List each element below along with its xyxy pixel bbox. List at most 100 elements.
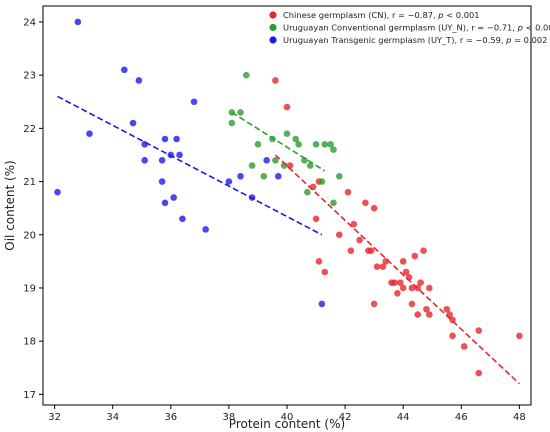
data-point <box>373 263 381 270</box>
x-tick-label: 46 <box>455 412 468 423</box>
data-point <box>335 172 343 180</box>
data-point <box>295 141 302 148</box>
x-tick-label: 44 <box>397 412 410 423</box>
data-point <box>225 178 233 185</box>
data-point <box>173 135 180 143</box>
data-point <box>315 258 323 265</box>
trend-layer <box>57 95 520 385</box>
y-tick-label: 22 <box>23 124 36 135</box>
data-point <box>362 199 369 207</box>
data-point <box>344 188 352 196</box>
data-point <box>414 311 422 318</box>
data-point <box>318 300 326 308</box>
x-tick-label: 42 <box>339 412 352 423</box>
x-tick-label: 34 <box>106 412 119 423</box>
data-point <box>347 247 355 255</box>
y-tick-label: 20 <box>23 230 36 241</box>
data-point <box>321 268 329 276</box>
data-point <box>304 188 311 196</box>
data-point <box>54 188 61 196</box>
data-point <box>254 141 262 148</box>
legend-entry: Uruguayan Transgenic germplasm (UY_T), r… <box>283 35 547 45</box>
data-point <box>292 135 300 143</box>
data-point <box>370 204 378 212</box>
data-point <box>417 279 424 286</box>
points-layer <box>54 18 523 377</box>
data-point <box>135 77 143 84</box>
x-axis-label: Protein content (%) <box>229 417 345 431</box>
data-point <box>475 327 483 334</box>
data-point <box>86 130 93 137</box>
y-tick-label: 19 <box>23 283 36 294</box>
y-axis-label: Oil content (%) <box>3 160 17 250</box>
data-point <box>283 130 291 137</box>
data-point <box>335 231 343 239</box>
y-tick-label: 24 <box>23 17 36 28</box>
data-point <box>402 268 410 276</box>
data-point <box>158 178 166 185</box>
trend-line <box>231 111 326 172</box>
data-point <box>420 247 427 255</box>
trend-line <box>274 154 520 385</box>
data-point <box>475 369 483 377</box>
legend: Chinese germplasm (CN), r = −0.87, p < 0… <box>269 10 550 45</box>
data-point <box>272 77 279 84</box>
data-point <box>129 119 137 127</box>
data-point <box>202 226 209 233</box>
y-axis: 17 18 19 20 21 22 23 24 <box>23 17 43 401</box>
data-point <box>243 71 250 79</box>
data-point <box>121 66 128 74</box>
legend-marker <box>269 23 277 32</box>
data-point <box>286 162 294 169</box>
data-point <box>399 258 407 265</box>
data-point <box>399 284 407 292</box>
data-point <box>301 156 308 164</box>
data-point <box>179 215 186 223</box>
data-point <box>426 311 433 318</box>
data-point <box>330 199 337 207</box>
data-point <box>426 284 433 292</box>
data-point <box>158 156 166 164</box>
data-point <box>170 194 178 201</box>
data-point <box>274 172 282 180</box>
data-point <box>228 119 236 127</box>
data-point <box>443 305 451 313</box>
data-point <box>449 316 456 324</box>
data-point <box>408 284 416 292</box>
data-point <box>141 141 148 148</box>
data-point <box>367 247 375 255</box>
data-point <box>312 141 320 148</box>
data-point <box>330 146 337 153</box>
data-point <box>350 220 358 228</box>
data-point <box>321 141 329 148</box>
data-point <box>396 279 404 286</box>
legend-entry: Chinese germplasm (CN), r = −0.87, p < 0… <box>283 10 480 20</box>
y-tick-label: 21 <box>23 177 36 188</box>
x-tick-label: 36 <box>164 412 177 423</box>
data-point <box>391 279 398 286</box>
data-point <box>248 162 256 169</box>
y-tick-label: 23 <box>23 71 36 82</box>
y-tick-label: 17 <box>23 390 36 401</box>
data-point <box>263 156 270 164</box>
data-point <box>74 18 82 26</box>
data-point <box>237 172 244 180</box>
data-point <box>449 332 456 340</box>
data-point <box>176 151 183 159</box>
y-tick-label: 18 <box>23 337 36 348</box>
data-point <box>356 236 363 244</box>
data-point <box>190 98 198 106</box>
data-point <box>411 252 419 260</box>
data-point <box>379 263 387 270</box>
data-point <box>318 178 326 185</box>
legend-marker <box>269 11 277 19</box>
data-point <box>272 156 279 164</box>
data-point <box>516 332 523 340</box>
data-point <box>370 300 378 308</box>
legend-marker <box>269 36 277 44</box>
data-point <box>460 343 468 350</box>
data-point <box>423 305 430 313</box>
x-tick-label: 32 <box>48 412 61 423</box>
